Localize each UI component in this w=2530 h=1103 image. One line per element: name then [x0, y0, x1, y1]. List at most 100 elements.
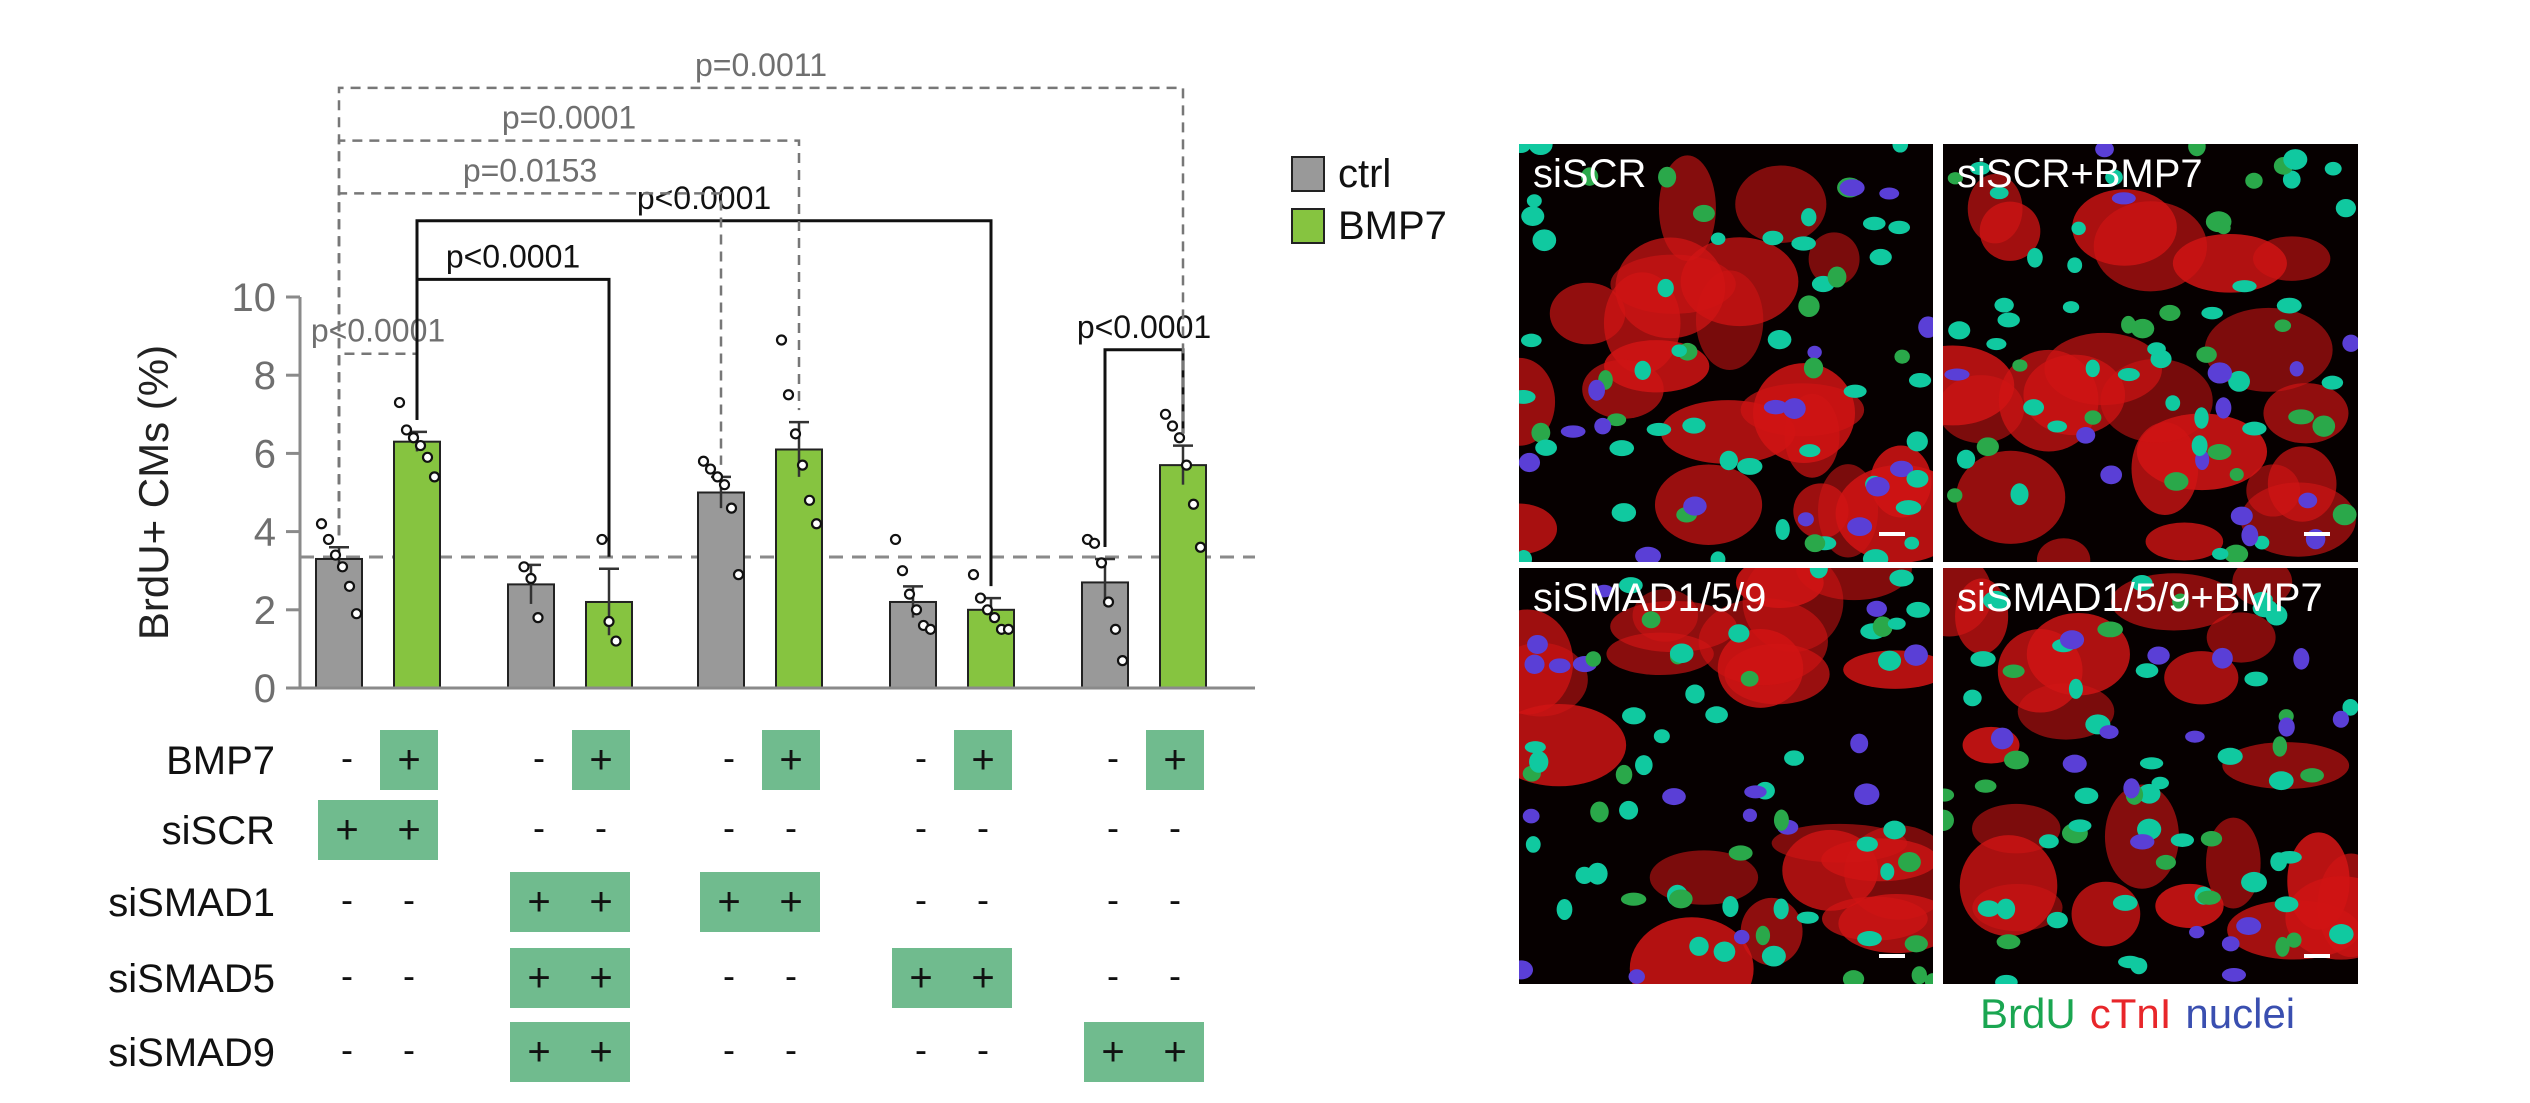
nucleus: [1843, 384, 1867, 398]
nucleus: [1986, 337, 2007, 351]
nucleus: [1524, 654, 1545, 675]
significance-bracket: [415, 277, 611, 557]
condition-mark: -: [341, 737, 353, 778]
condition-mark: -: [1107, 879, 1119, 920]
nucleus: [2159, 304, 2181, 321]
micrograph-panel-si-smad-bmp7: siSMAD1/5/9+BMP7: [1943, 568, 2358, 984]
nucleus: [1587, 862, 1608, 885]
data-point: [1194, 541, 1207, 553]
nucleus: [1620, 892, 1647, 906]
nucleus: [1944, 368, 1970, 381]
nucleus: [1879, 187, 1900, 200]
nucleus: [1809, 568, 1828, 579]
nucleus: [1996, 934, 2021, 950]
nucleus: [1705, 706, 1728, 724]
nucleus: [1865, 476, 1890, 497]
condition-mark: +: [971, 956, 994, 1000]
stain-legend: BrdU cTnI nuclei: [1980, 990, 2309, 1038]
nucleus: [1850, 733, 1869, 754]
micrograph-image: [1519, 568, 1933, 984]
micrograph-image: [1943, 144, 2358, 562]
nucleus: [2342, 334, 2358, 352]
nucleus: [1585, 651, 1602, 667]
significance-label: p<0.0001: [1077, 309, 1211, 345]
condition-highlight: [1146, 730, 1204, 790]
condition-mark: -: [403, 879, 415, 920]
data-point: [414, 439, 427, 452]
condition-highlight: [1084, 1022, 1204, 1082]
cell-body: [1796, 568, 1912, 601]
nucleus: [1590, 801, 1609, 823]
nucleus: [2298, 492, 2318, 509]
nucleus: [1904, 644, 1928, 666]
nucleus: [2224, 544, 2249, 562]
nucleus: [2135, 663, 2159, 678]
nucleus: [1737, 458, 1763, 475]
nucleus: [2068, 819, 2092, 833]
nucleus: [1892, 144, 1909, 153]
significance-label: p=0.0153: [463, 152, 597, 188]
nucleus: [2277, 850, 2302, 864]
data-point: [329, 549, 342, 561]
condition-mark: -: [723, 737, 735, 778]
nucleus: [1580, 167, 1599, 186]
bar: [1159, 464, 1207, 689]
micrograph-texture: [1943, 144, 2358, 562]
condition-mark: -: [533, 737, 545, 778]
nucleus: [1594, 584, 1614, 598]
nucleus: [2197, 890, 2221, 905]
data-point: [718, 479, 731, 491]
nucleus: [1641, 611, 1661, 629]
significance-label: p<0.0001: [446, 238, 580, 274]
nucleus: [1997, 312, 2020, 328]
nucleus: [2059, 630, 2085, 650]
nucleus: [2047, 420, 2067, 433]
data-point: [1116, 655, 1129, 667]
nucleus: [1970, 651, 1996, 667]
nucleus: [2067, 257, 2083, 274]
cell-body: [1735, 165, 1827, 244]
nucleus: [1763, 399, 1788, 415]
nucleus: [2118, 955, 2142, 969]
panel-label: siSCR: [1533, 152, 1647, 196]
nucleus: [1798, 295, 1820, 318]
nucleus: [1619, 800, 1639, 820]
data-point: [988, 612, 1001, 624]
data-point: [1173, 432, 1186, 444]
data-point: [532, 612, 544, 624]
nucleus: [1669, 889, 1693, 909]
nucleus: [1862, 216, 1886, 231]
nucleus: [2084, 410, 2102, 425]
micrograph-panel-si-scr-bmp7: siSCR+BMP7: [1943, 144, 2358, 562]
nucleus: [1889, 460, 1914, 478]
nucleus: [1682, 417, 1706, 434]
nucleus: [2038, 834, 2059, 849]
data-point: [421, 451, 434, 463]
nucleus: [2150, 349, 2172, 369]
data-point: [810, 518, 823, 530]
nucleus: [2221, 968, 2247, 982]
nucleus: [1526, 194, 1542, 208]
nucleus: [1520, 333, 1542, 348]
nucleus: [2293, 648, 2310, 670]
condition-mark: -: [723, 955, 735, 996]
data-point: [725, 502, 738, 514]
nucleus: [1773, 809, 1789, 831]
nucleus: [2274, 319, 2292, 333]
nucleus: [2147, 646, 2170, 665]
nucleus: [1996, 898, 2016, 920]
cell-body: [1967, 174, 2023, 244]
condition-mark: -: [915, 879, 927, 920]
nucleus: [1607, 413, 1627, 427]
condition-mark: +: [335, 808, 358, 852]
nucleus: [1525, 836, 1541, 853]
nucleus: [2099, 725, 2119, 739]
significance-bracket: [337, 139, 801, 536]
nucleus: [1658, 166, 1677, 188]
condition-highlight: [380, 730, 438, 790]
y-tick-label: 2: [254, 589, 276, 633]
nucleus: [2230, 506, 2253, 526]
micrograph-texture: [1519, 568, 1933, 984]
cell-body: [1660, 400, 1796, 464]
condition-mark: -: [977, 1029, 989, 1070]
